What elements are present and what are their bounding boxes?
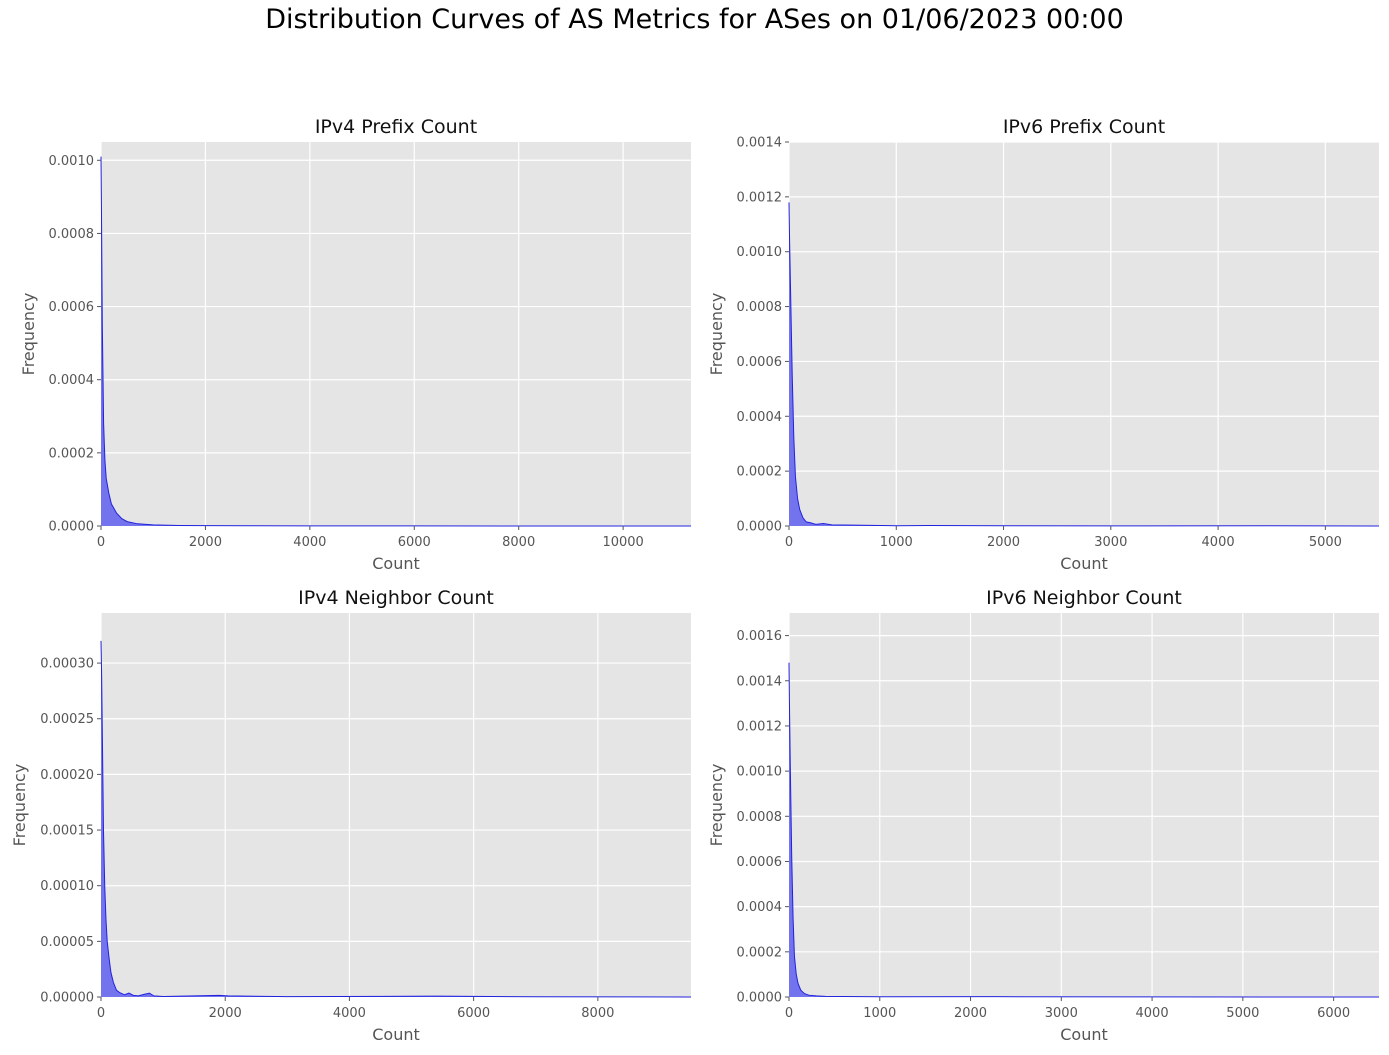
x-tick-label: 0 xyxy=(785,535,793,550)
y-tick-label: 0.00030 xyxy=(40,657,94,672)
y-tick-label: 0.0000 xyxy=(737,991,783,1006)
y-tick-label: 0.00015 xyxy=(40,824,94,839)
x-tick-label: 1000 xyxy=(880,535,913,550)
y-axis-label: Frequency xyxy=(707,293,726,376)
density-line xyxy=(100,156,692,527)
y-tick-label: 0.0000 xyxy=(49,520,95,535)
y-tick-label: 0.0006 xyxy=(737,855,783,870)
y-tick-label: 0.0008 xyxy=(737,810,783,825)
x-tick-label: 4000 xyxy=(1202,535,1235,550)
x-tick-label: 1000 xyxy=(863,1006,896,1021)
y-tick-label: 0.0002 xyxy=(737,945,783,960)
x-tick-label: 5000 xyxy=(1309,535,1342,550)
y-tick-label: 0.0014 xyxy=(737,674,783,689)
y-tick-label: 0.0010 xyxy=(737,245,783,260)
y-tick-label: 0.0006 xyxy=(49,300,95,315)
x-tick-label: 8000 xyxy=(502,535,535,550)
y-tick-label: 0.0008 xyxy=(737,300,783,315)
y-tick-label: 0.00025 xyxy=(40,712,94,727)
x-tick-label: 0 xyxy=(97,1006,105,1021)
plot-area xyxy=(789,613,1379,997)
y-tick-label: 0.0002 xyxy=(737,465,783,480)
x-tick-label: 3000 xyxy=(1094,535,1127,550)
x-tick-label: 2000 xyxy=(189,535,222,550)
plot-area xyxy=(789,142,1379,526)
y-tick-label: 0.00020 xyxy=(40,768,94,783)
x-tick-label: 10000 xyxy=(602,535,643,550)
y-tick-label: 0.0006 xyxy=(737,355,783,370)
y-tick-label: 0.0014 xyxy=(737,136,783,151)
density-line xyxy=(788,662,1380,998)
y-axis-label: Frequency xyxy=(10,764,29,847)
y-tick-label: 0.00010 xyxy=(40,879,94,894)
panel-ipv4-prefix-count: 0 2000 4000 6000 8000 10000 0.0000 0.0002 0.0004… xyxy=(19,116,692,573)
x-tick-label: 2000 xyxy=(987,535,1020,550)
y-tick-label: 0.0010 xyxy=(49,154,95,169)
panel-ipv6-prefix-count: 0 1000 2000 3000 4000 5000 0.0000 0.0002 0.0004 0… xyxy=(707,116,1380,573)
x-tick-label: 4000 xyxy=(333,1006,366,1021)
y-tick-label: 0.0002 xyxy=(49,446,95,461)
y-axis-label: Frequency xyxy=(19,293,38,376)
x-axis-label: Count xyxy=(372,554,420,573)
y-axis-label: Frequency xyxy=(707,764,726,847)
x-tick-label: 0 xyxy=(785,1006,793,1021)
panel-title: IPv6 Prefix Count xyxy=(1003,116,1165,138)
panel-ipv4-neighbor-count: 0 2000 4000 6000 8000 0.00000 0.00005 0.00010 0.… xyxy=(10,587,692,1044)
plot-area xyxy=(101,613,691,997)
y-tick-label: 0.0012 xyxy=(737,719,783,734)
x-axis-label: Count xyxy=(1060,1025,1108,1044)
y-tick-label: 0.00005 xyxy=(40,935,94,950)
figure-title: Distribution Curves of AS Metrics for AS… xyxy=(265,4,1124,35)
panel-ipv6-neighbor-count: 0 1000 2000 3000 4000 5000 6000 0.0000 0.0002 0.0… xyxy=(707,587,1380,1044)
y-tick-label: 0.00000 xyxy=(40,991,94,1006)
density-line xyxy=(100,640,692,998)
y-tick-label: 0.0000 xyxy=(737,520,783,535)
x-axis-label: Count xyxy=(372,1025,420,1044)
x-tick-label: 8000 xyxy=(581,1006,614,1021)
x-tick-label: 0 xyxy=(97,535,105,550)
x-tick-label: 6000 xyxy=(1317,1006,1350,1021)
x-tick-label: 6000 xyxy=(398,535,431,550)
y-tick-label: 0.0008 xyxy=(49,227,95,242)
x-tick-label: 5000 xyxy=(1226,1006,1259,1021)
x-tick-label: 2000 xyxy=(209,1006,242,1021)
y-tick-label: 0.0012 xyxy=(737,190,783,205)
x-tick-label: 3000 xyxy=(1045,1006,1078,1021)
panel-title: IPv4 Neighbor Count xyxy=(298,587,494,609)
x-tick-label: 4000 xyxy=(1136,1006,1169,1021)
panel-title: IPv6 Neighbor Count xyxy=(986,587,1182,609)
x-tick-label: 6000 xyxy=(457,1006,490,1021)
y-tick-label: 0.0010 xyxy=(737,765,783,780)
x-tick-label: 4000 xyxy=(293,535,326,550)
plot-area xyxy=(101,142,691,526)
y-tick-label: 0.0004 xyxy=(49,373,95,388)
x-axis-label: Count xyxy=(1060,554,1108,573)
density-line xyxy=(788,202,1380,527)
y-tick-label: 0.0004 xyxy=(737,410,783,425)
panel-title: IPv4 Prefix Count xyxy=(315,116,477,138)
y-tick-label: 0.0004 xyxy=(737,900,783,915)
x-tick-label: 2000 xyxy=(954,1006,987,1021)
y-tick-label: 0.0016 xyxy=(737,629,783,644)
